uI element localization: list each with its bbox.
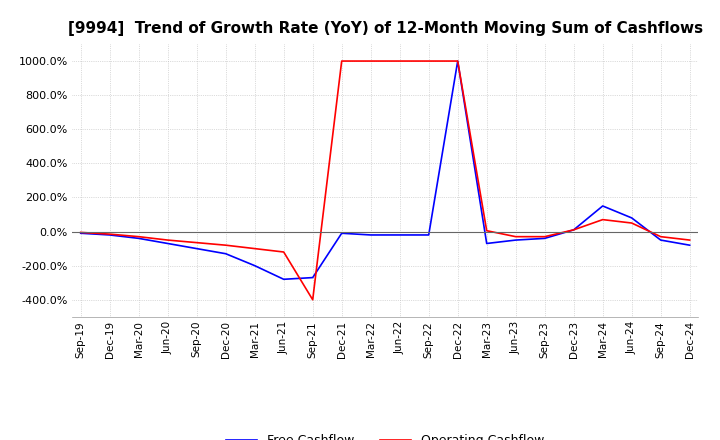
Operating Cashflow bbox=[598, 217, 607, 222]
Free Cashflow bbox=[570, 227, 578, 232]
Line: Free Cashflow: Free Cashflow bbox=[81, 61, 690, 279]
Operating Cashflow bbox=[251, 246, 259, 251]
Free Cashflow bbox=[511, 238, 520, 243]
Free Cashflow bbox=[308, 275, 317, 280]
Free Cashflow bbox=[366, 232, 375, 238]
Operating Cashflow bbox=[482, 228, 491, 233]
Free Cashflow bbox=[192, 246, 201, 251]
Free Cashflow bbox=[424, 232, 433, 238]
Free Cashflow bbox=[541, 236, 549, 241]
Free Cashflow bbox=[482, 241, 491, 246]
Free Cashflow bbox=[221, 251, 230, 257]
Free Cashflow bbox=[251, 263, 259, 268]
Free Cashflow bbox=[163, 241, 172, 246]
Operating Cashflow bbox=[105, 231, 114, 237]
Operating Cashflow bbox=[424, 59, 433, 64]
Free Cashflow bbox=[627, 215, 636, 220]
Operating Cashflow bbox=[338, 59, 346, 64]
Operating Cashflow bbox=[685, 238, 694, 243]
Free Cashflow bbox=[338, 231, 346, 236]
Operating Cashflow bbox=[454, 59, 462, 64]
Free Cashflow bbox=[657, 238, 665, 243]
Operating Cashflow bbox=[221, 242, 230, 248]
Free Cashflow bbox=[454, 59, 462, 64]
Line: Operating Cashflow: Operating Cashflow bbox=[81, 61, 690, 300]
Operating Cashflow bbox=[76, 230, 85, 235]
Operating Cashflow bbox=[657, 234, 665, 239]
Operating Cashflow bbox=[279, 249, 288, 255]
Operating Cashflow bbox=[366, 59, 375, 64]
Legend: Free Cashflow, Operating Cashflow: Free Cashflow, Operating Cashflow bbox=[221, 429, 549, 440]
Free Cashflow bbox=[76, 231, 85, 236]
Operating Cashflow bbox=[163, 238, 172, 243]
Free Cashflow bbox=[105, 232, 114, 238]
Operating Cashflow bbox=[308, 297, 317, 302]
Operating Cashflow bbox=[627, 220, 636, 226]
Free Cashflow bbox=[598, 203, 607, 209]
Operating Cashflow bbox=[511, 234, 520, 239]
Operating Cashflow bbox=[135, 234, 143, 239]
Operating Cashflow bbox=[395, 59, 404, 64]
Operating Cashflow bbox=[541, 234, 549, 239]
Free Cashflow bbox=[135, 236, 143, 241]
Free Cashflow bbox=[395, 232, 404, 238]
Free Cashflow bbox=[279, 277, 288, 282]
Free Cashflow bbox=[685, 242, 694, 248]
Operating Cashflow bbox=[192, 240, 201, 245]
Operating Cashflow bbox=[570, 227, 578, 232]
Title: [9994]  Trend of Growth Rate (YoY) of 12-Month Moving Sum of Cashflows: [9994] Trend of Growth Rate (YoY) of 12-… bbox=[68, 21, 703, 36]
